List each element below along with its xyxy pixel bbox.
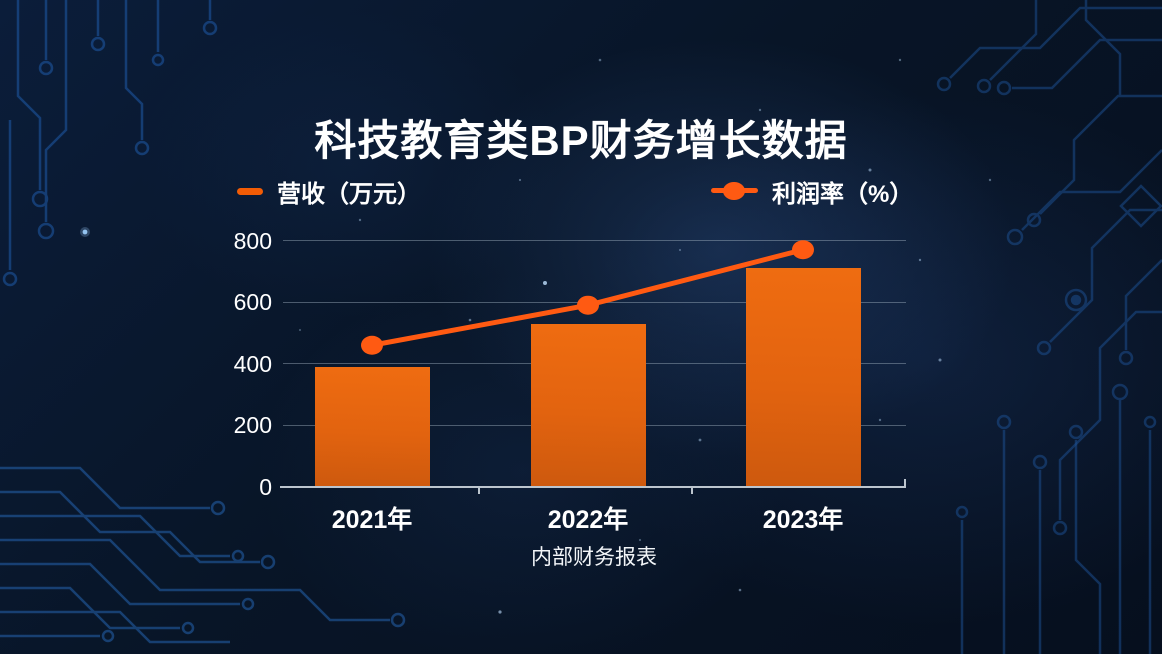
profit-point-2021年 — [361, 335, 383, 355]
profit-point-2022年 — [577, 295, 599, 315]
profit-point-2023年 — [792, 240, 814, 260]
chart-caption: 内部财务报表 — [531, 546, 657, 569]
